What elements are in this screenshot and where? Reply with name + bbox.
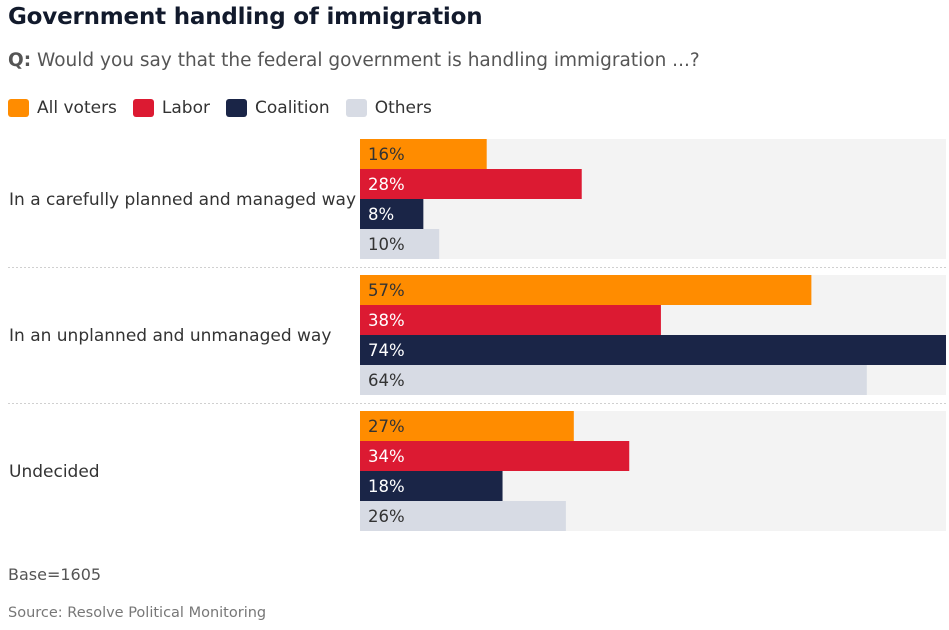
chart-title: Government handling of immigration	[8, 4, 483, 30]
data-label: 57%	[368, 281, 405, 300]
data-label: 26%	[368, 507, 405, 526]
bar-all-voters	[360, 275, 812, 305]
legend-item-all-voters: All voters	[8, 98, 117, 118]
data-label: 74%	[368, 341, 405, 360]
legend-label: Labor	[161, 98, 210, 118]
category-label: Undecided	[9, 462, 100, 482]
legend-item-coalition: Coalition	[226, 98, 330, 118]
bar-chart: In a carefully planned and managed way 16…	[8, 139, 946, 531]
bar-labor	[360, 441, 630, 471]
bar-others	[360, 501, 566, 531]
bar-others	[360, 365, 867, 395]
bar-all-voters	[360, 411, 574, 441]
legend-swatch	[345, 99, 367, 117]
data-label: 64%	[368, 371, 405, 390]
bar-coalition	[360, 335, 946, 365]
legend-label: Others	[374, 98, 432, 118]
legend-swatch	[8, 99, 29, 117]
question-text: Q: Would you say that the federal govern…	[8, 50, 700, 71]
data-label: 16%	[368, 145, 405, 164]
bar-all-voters	[360, 139, 487, 169]
category-label: In an unplanned and unmanaged way	[9, 326, 331, 346]
question-body: Would you say that the federal governmen…	[37, 50, 700, 71]
data-label: 10%	[368, 235, 405, 254]
data-label: 34%	[368, 447, 405, 466]
legend-swatch	[132, 99, 154, 117]
legend-item-others: Others	[345, 98, 432, 118]
legend-label: All voters	[37, 98, 117, 118]
source-note: Source: Resolve Political Monitoring	[8, 605, 267, 621]
data-label: 8%	[368, 205, 394, 224]
legend: All voters Labor Coalition Others	[8, 98, 448, 118]
bar-labor	[360, 305, 661, 335]
bar-others	[360, 229, 440, 259]
bar-coalition	[360, 471, 503, 501]
legend-label: Coalition	[255, 98, 330, 118]
data-label: 27%	[368, 417, 405, 436]
bar-labor	[360, 169, 582, 199]
question-prefix: Q:	[8, 50, 32, 71]
category-label: In a carefully planned and managed way	[9, 190, 356, 210]
legend-item-labor: Labor	[132, 98, 210, 118]
bar-coalition	[360, 199, 424, 229]
data-label: 28%	[368, 175, 405, 194]
data-label: 18%	[368, 477, 405, 496]
data-label: 38%	[368, 311, 405, 330]
base-footnote: Base=1605	[8, 565, 102, 584]
legend-swatch	[226, 99, 247, 117]
